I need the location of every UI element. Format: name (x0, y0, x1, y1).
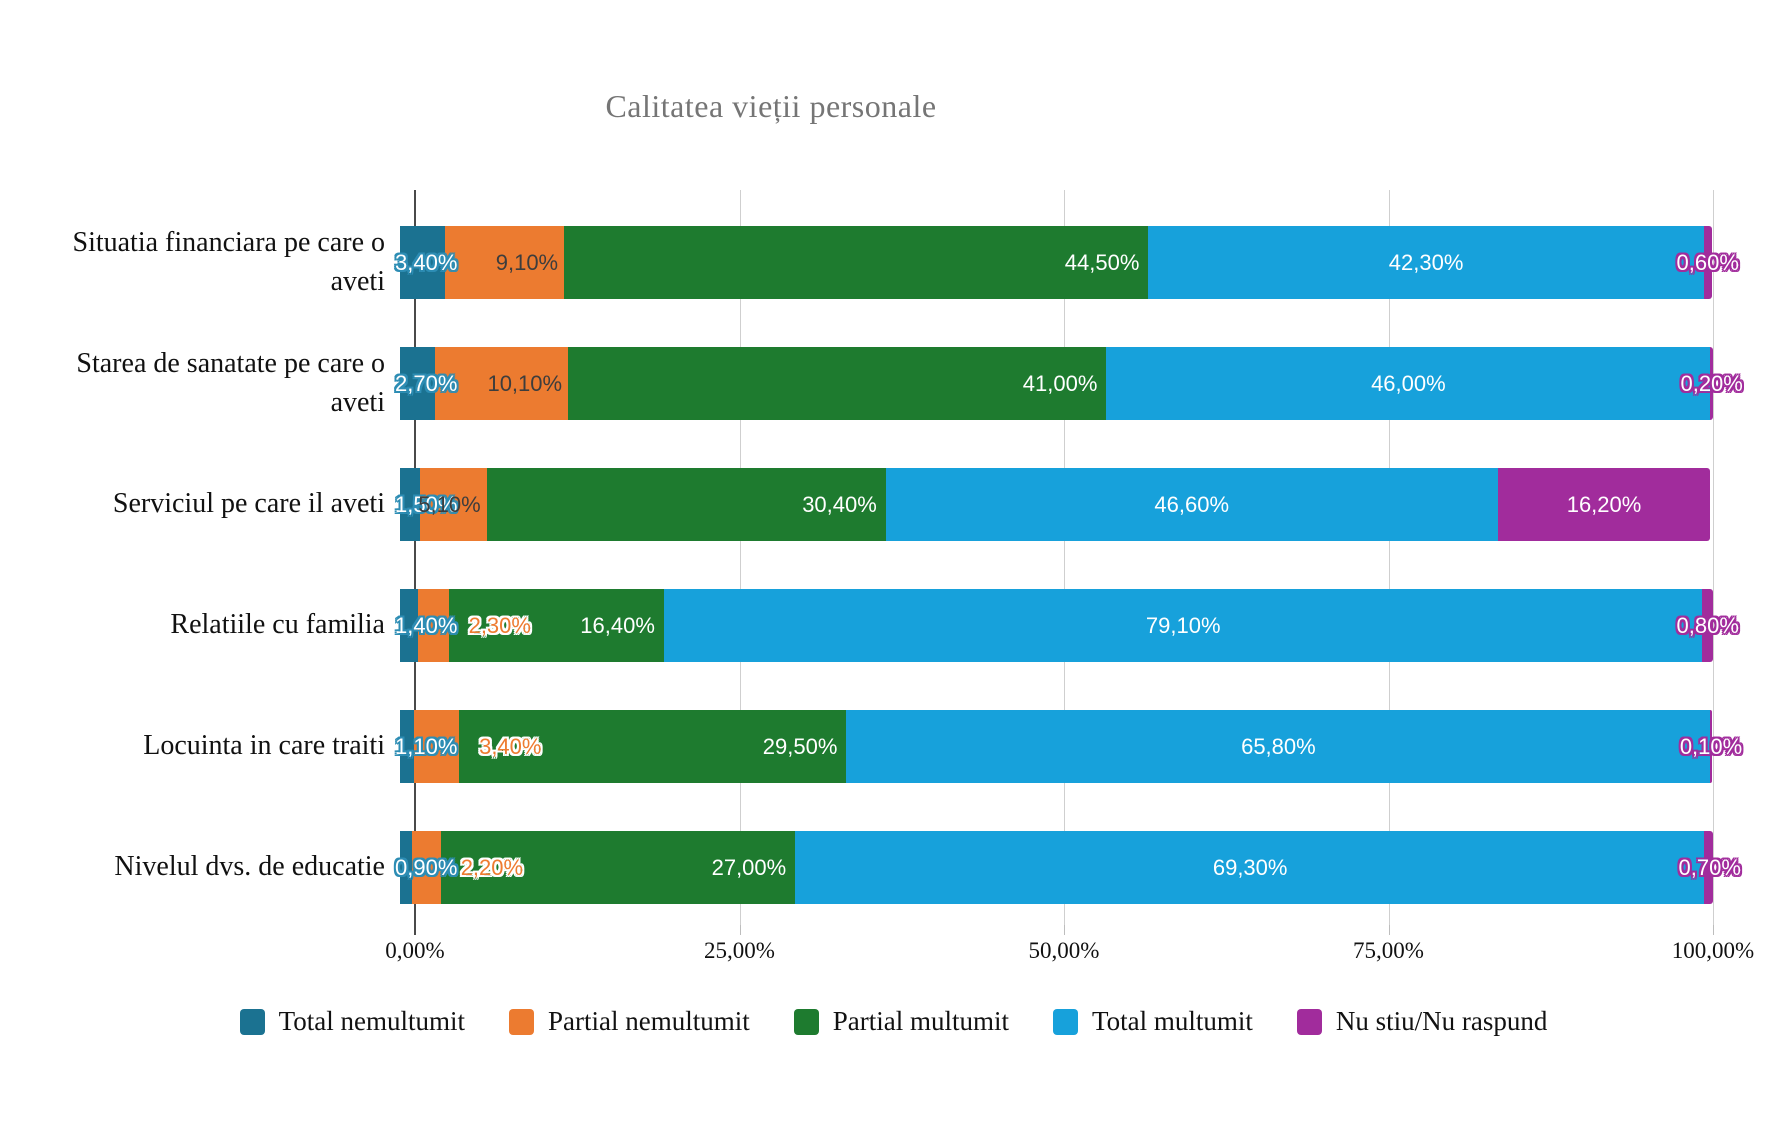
category-label: Starea de sanatate pe care o aveti (0, 323, 400, 444)
bar-row: Locuinta in care traiti 1,10% 3,40% 29,50% 6… (0, 686, 1742, 807)
axis-tick-mark (1388, 925, 1390, 935)
legend-item-4: Total multumit (1052, 1006, 1253, 1037)
category-label-text: Situatia financiara pe care o aveti (72, 226, 386, 297)
category-label-text: Nivelul dvs. de educatie (114, 851, 385, 883)
legend-item-2: Partial nemultumit (509, 1006, 750, 1037)
legend-swatch (1052, 1008, 1078, 1035)
bar: 3,40% 9,10% 44,50% 42,30% 0,60% (395, 226, 1739, 299)
axis-tick-mark (1713, 925, 1714, 935)
bar-segment-3 (564, 226, 1149, 299)
bar-segment-5 (1703, 226, 1712, 299)
category-label-text: Starea de sanatate pe care o aveti (76, 347, 385, 418)
bar-row: Relatiile cu familia 1,40% 2,30% 16,40% 79,1… (0, 565, 1739, 686)
bar: 1,40% 2,30% 16,40% 79,10% 0,80% (395, 589, 1739, 662)
legend-label: Nu stiu/Nu raspund (1335, 1006, 1548, 1036)
bar-segment-3 (486, 468, 886, 541)
axis-tick-mark (739, 925, 741, 935)
bar-segment-5 (1710, 347, 1713, 420)
bar-segment-2 (411, 831, 441, 904)
gridline (739, 190, 741, 925)
bar-row: Nivelul dvs. de educatie 0,90% 2,20% 27,00%… (0, 807, 1741, 928)
bar-segment-4 (1148, 226, 1704, 299)
bar-segment-5 (1702, 589, 1713, 662)
bar: 0,90% 2,20% 27,00% 69,30% 0,70% (395, 831, 1741, 904)
legend-swatch (239, 1008, 265, 1035)
bar-segment-3 (568, 347, 1107, 420)
bar-segment-1 (400, 347, 436, 420)
bar-segment-2 (444, 226, 565, 299)
bar-row: Serviciul pe care il aveti 1,50% 5,10% 30,4… (0, 444, 1713, 565)
gridline (1713, 190, 1714, 925)
plot-area (414, 190, 1714, 935)
category-label: Serviciul pe care il aveti (0, 444, 400, 565)
bar: 1,50% 5,10% 30,40% 46,60% 16,20% (395, 468, 1713, 541)
bar-segment-5 (1497, 468, 1711, 541)
bar-segment-4 (846, 710, 1711, 783)
bar-segment-4 (1106, 347, 1711, 420)
bar-segment-4 (794, 831, 1704, 904)
x-axis-tick-label: 25,00% (704, 938, 775, 963)
legend-label: Partial multumit (832, 1006, 1009, 1036)
legend-item-3: Partial multumit (793, 1006, 1009, 1037)
bar-wrap: 3,40% 9,10% 44,50% 42,30% 0,60% (395, 202, 1739, 323)
axis-tick-mark (414, 925, 416, 935)
legend-label: Total nemultumit (278, 1006, 465, 1036)
bar-segment-2 (418, 589, 449, 662)
bar-segment-1 (400, 710, 415, 783)
bar-wrap: 1,40% 2,30% 16,40% 79,10% 0,80% (395, 565, 1739, 686)
bar-segment-1 (400, 468, 420, 541)
bar-rows: Situatia financiara pe care o aveti 3,40%… (0, 202, 1743, 928)
bar-segment-1 (400, 831, 412, 904)
bar-segment-1 (400, 589, 419, 662)
bar-row: Situatia financiara pe care o aveti 3,40%… (0, 202, 1739, 323)
bar-segment-4 (885, 468, 1498, 541)
category-label-text: Relatiile cu familia (170, 609, 385, 641)
bar-wrap: 1,10% 3,40% 29,50% 65,80% 0,10% (395, 686, 1742, 807)
gridline (1388, 190, 1390, 925)
bar-segment-2 (414, 710, 460, 783)
category-label: Nivelul dvs. de educatie (0, 807, 400, 928)
x-axis-tick-label: 0,00% (385, 938, 445, 963)
bar-wrap: 1,50% 5,10% 30,40% 46,60% 16,20% (395, 444, 1713, 565)
bar-segment-3 (448, 589, 664, 662)
bar-segment-2 (419, 468, 487, 541)
x-axis-tick-label: 100,00% (1671, 938, 1755, 963)
category-label: Locuinta in care traiti (0, 686, 400, 807)
x-axis: 0,00% 25,00% 50,00% 75,00% 100,00% (385, 938, 1754, 978)
y-axis-line (414, 190, 416, 925)
bar-segment-3 (440, 831, 795, 904)
bar-segment-5 (1703, 831, 1713, 904)
bar-segment-4 (663, 589, 1703, 662)
bar-segment-5 (1710, 710, 1712, 783)
legend-item-1: Total nemultumit (239, 1006, 465, 1037)
legend: Total nemultumit Partial nemultumit Partia… (0, 1006, 1787, 1037)
bar-wrap: 0,90% 2,20% 27,00% 69,30% 0,70% (395, 807, 1741, 928)
bar-segment-2 (435, 347, 569, 420)
chart-title: Calitatea vieții personale (605, 88, 937, 124)
legend-swatch (509, 1008, 534, 1035)
bar-wrap: 2,70% 10,10% 41,00% 46,00% 0,20% (395, 323, 1743, 444)
bar-row: Starea de sanatate pe care o aveti 2,70% 1… (0, 323, 1743, 444)
axis-tick-mark (1064, 925, 1065, 935)
gridline (1064, 190, 1065, 925)
category-label: Situatia financiara pe care o aveti (0, 202, 400, 323)
category-label: Relatiile cu familia (0, 565, 400, 686)
bar-segment-3 (459, 710, 847, 783)
category-label-text: Serviciul pe care il aveti (112, 488, 385, 520)
legend-label: Total multumit (1091, 1006, 1253, 1036)
legend-item-5: Nu stiu/Nu raspund (1296, 1006, 1548, 1037)
legend-label: Partial nemultumit (548, 1006, 750, 1036)
x-axis-tick-label: 75,00% (1353, 938, 1424, 963)
legend-swatch (793, 1008, 819, 1035)
legend-swatch (1296, 1008, 1322, 1035)
bar: 1,10% 3,40% 29,50% 65,80% 0,10% (395, 710, 1742, 783)
bar-segment-1 (400, 226, 445, 299)
bar: 2,70% 10,10% 41,00% 46,00% 0,20% (395, 347, 1743, 420)
x-axis-tick-label: 50,00% (1028, 938, 1100, 963)
category-label-text: Locuinta in care traiti (143, 730, 385, 762)
